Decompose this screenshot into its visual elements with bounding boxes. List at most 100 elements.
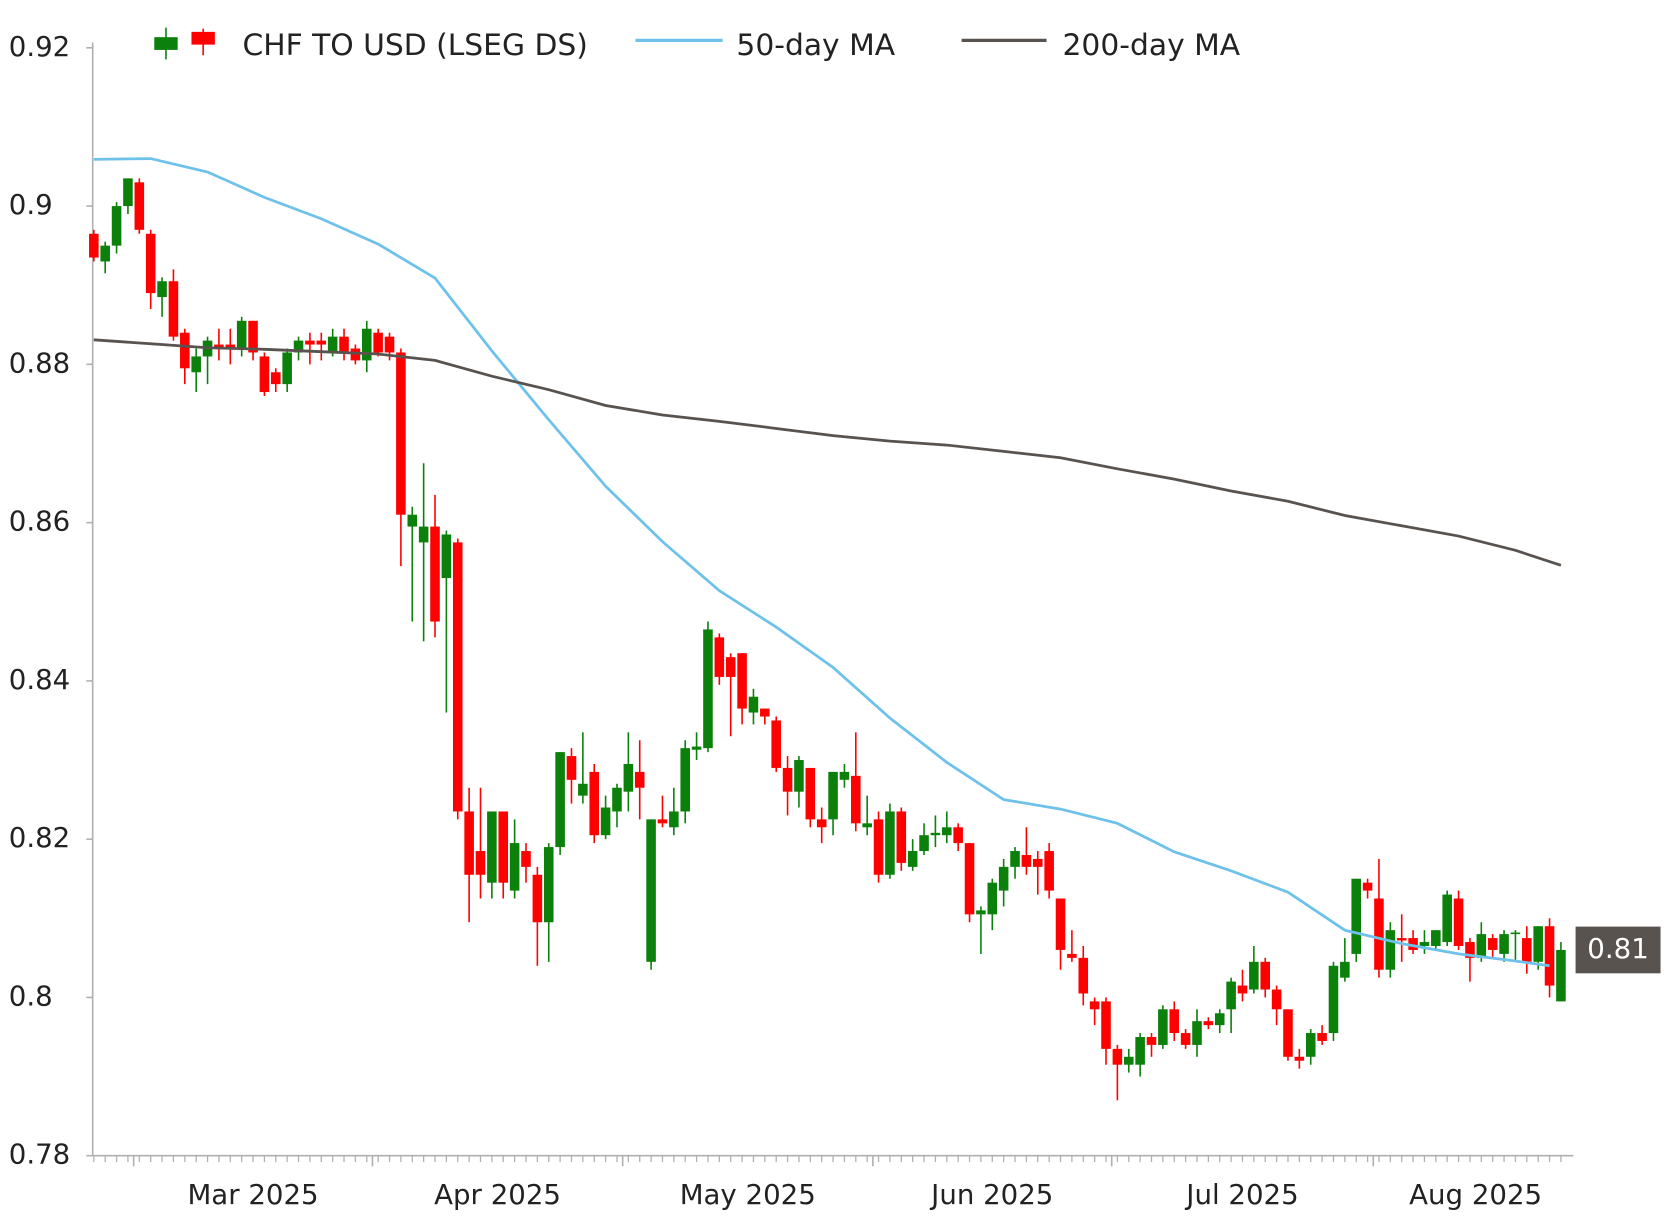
y-tick-label: 0.9: [9, 188, 53, 221]
candle-body: [1431, 930, 1441, 946]
candle-body: [1078, 957, 1089, 994]
candle-body: [521, 851, 531, 867]
candle-body: [691, 746, 702, 750]
candle-body: [1146, 1037, 1157, 1045]
x-tick-label: Jul 2025: [1184, 1178, 1298, 1211]
candle-body: [168, 281, 179, 337]
candle-body: [828, 771, 838, 820]
y-tick-label: 0.82: [9, 821, 70, 854]
candle-body: [100, 245, 110, 262]
candle-body: [157, 281, 167, 298]
candle-body: [1237, 985, 1248, 994]
candle-body: [1067, 953, 1077, 958]
candle-body: [1442, 894, 1452, 943]
candle-body: [930, 832, 941, 836]
candle-body: [452, 542, 463, 812]
candle-body: [805, 767, 816, 820]
candle-body: [1374, 898, 1384, 970]
candle-body: [919, 835, 929, 852]
candle-body: [1135, 1037, 1145, 1065]
candle-body: [1226, 981, 1236, 1010]
candle-body: [600, 807, 611, 836]
candle-body: [225, 344, 236, 349]
candle-body: [623, 763, 634, 792]
candle-body: [953, 827, 963, 844]
candle-body: [475, 851, 486, 875]
candle-body: [1192, 1021, 1202, 1045]
candle-body: [1010, 851, 1020, 867]
y-tick-label: 0.92: [9, 30, 70, 63]
candle-body: [816, 819, 827, 828]
candle-body: [1305, 1033, 1316, 1057]
x-tick-label: Apr 2025: [434, 1178, 561, 1211]
candle-body: [976, 910, 986, 915]
candle-body: [396, 352, 406, 515]
candle-body: [407, 514, 418, 527]
candle-body: [703, 629, 713, 749]
candle-body: [1544, 926, 1555, 986]
candle-body: [589, 771, 600, 836]
candle-body: [1533, 926, 1543, 962]
candle-body: [123, 178, 133, 207]
x-tick-label: Mar 2025: [187, 1178, 318, 1211]
y-tick-label: 0.84: [9, 663, 70, 696]
candle-body: [509, 843, 520, 891]
candle-body: [1180, 1033, 1191, 1045]
candle-body: [714, 637, 725, 677]
candle-body: [1101, 1001, 1111, 1049]
candle-body: [1510, 932, 1521, 935]
candle-body: [248, 320, 258, 353]
candle-body: [1419, 942, 1430, 946]
candle-body: [634, 771, 645, 788]
candle-body: [896, 811, 907, 863]
candle-body: [1465, 942, 1475, 958]
candle-body: [282, 352, 292, 385]
candle-body: [373, 332, 383, 353]
y-tick-label: 0.78: [9, 1138, 70, 1171]
candle-body: [1021, 854, 1032, 867]
candle-body: [293, 340, 304, 353]
candle-body: [873, 819, 884, 875]
candle-body: [1169, 1009, 1180, 1034]
y-tick-label: 0.8: [9, 979, 53, 1012]
candle-body: [1203, 1021, 1214, 1026]
candle-body: [464, 811, 474, 875]
candle-body: [566, 756, 577, 780]
candle-body: [998, 866, 1009, 891]
candle-body: [578, 783, 588, 796]
y-tick-label: 0.88: [9, 346, 70, 379]
candle-body: [1487, 938, 1498, 950]
candle-body: [1453, 898, 1464, 946]
candle-body: [942, 827, 952, 836]
candle-body: [1408, 938, 1418, 950]
last-price-box: [1575, 926, 1661, 974]
ma-line: [93, 157, 1550, 968]
candle-body: [532, 874, 543, 923]
candle-body: [134, 182, 145, 230]
candle-body: [271, 372, 281, 385]
candle-body: [1158, 1009, 1168, 1045]
candle-body: [1499, 934, 1509, 954]
candle-body: [737, 653, 747, 709]
candle-body: [180, 332, 190, 369]
candle-body: [1556, 949, 1566, 1002]
candle-body: [487, 811, 497, 883]
candle-body: [987, 882, 998, 915]
candle-body: [1328, 965, 1339, 1034]
candle-body: [657, 819, 668, 824]
candle-body: [1340, 961, 1350, 978]
candle-body: [339, 336, 349, 353]
candle-body: [771, 720, 781, 768]
legend-label: CHF TO USD (LSEG DS): [242, 28, 587, 63]
candle-body: [680, 748, 690, 812]
candle-body: [964, 843, 975, 915]
candle-body: [1522, 938, 1532, 962]
candle-body: [612, 787, 622, 812]
candle-body: [1055, 898, 1066, 950]
candle-body: [1396, 938, 1407, 941]
candle-body: [1044, 851, 1054, 891]
candle-body: [669, 811, 679, 828]
x-tick-label: Aug 2025: [1409, 1178, 1542, 1211]
candle-body: [498, 811, 509, 883]
